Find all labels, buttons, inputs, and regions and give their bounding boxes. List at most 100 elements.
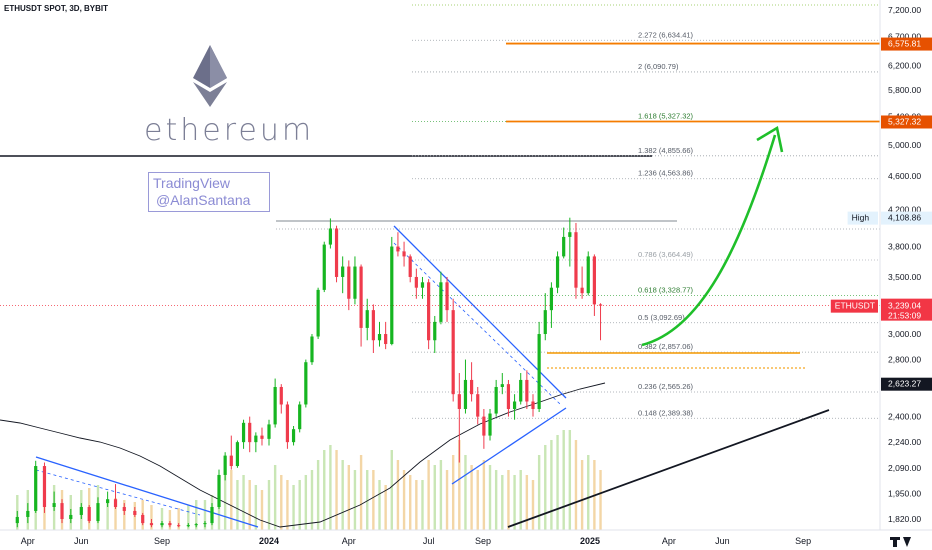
candle-body <box>476 394 480 417</box>
candle-body <box>390 246 394 345</box>
candle-body <box>194 524 198 526</box>
candle-body <box>433 321 437 341</box>
volume-bar <box>574 440 578 530</box>
eth-diamond-top-right <box>210 45 227 88</box>
candle-body <box>273 386 277 425</box>
volume-bar <box>242 475 245 530</box>
ascending-trendline <box>451 407 567 485</box>
candle-body <box>598 304 603 306</box>
candle-body <box>122 506 126 511</box>
volume-bar <box>439 460 443 530</box>
price-tick-label: 2,400.00 <box>888 412 921 422</box>
candle-body <box>113 499 118 507</box>
volume-bar <box>254 485 258 530</box>
countdown-timer: 21:53:09 <box>888 311 921 321</box>
volume-bar <box>335 450 338 530</box>
watermark-line2: @AlanSantana <box>156 192 251 208</box>
candle-body <box>34 466 38 511</box>
volume-bar <box>273 465 277 530</box>
volume-bar <box>323 450 326 530</box>
volume-bar <box>378 480 381 530</box>
eth-diamond-bottom <box>193 82 227 107</box>
volume-bar <box>160 508 164 530</box>
volume-bar <box>203 500 207 530</box>
volume-bar <box>470 465 473 530</box>
volume-bar <box>537 455 541 530</box>
volume-bar <box>177 508 180 530</box>
candle-body <box>549 287 554 311</box>
candle-body <box>87 506 91 522</box>
price-tick-label: 2,090.00 <box>888 463 921 473</box>
candle-body <box>562 236 566 257</box>
price-tick-label: 3,800.00 <box>888 242 921 252</box>
candle-body <box>377 334 382 341</box>
volume-bar <box>433 465 436 530</box>
volume-bar <box>372 470 375 530</box>
descending-trendline <box>393 225 567 399</box>
chart-symbol-title: ETHUSDT SPOT, 3D, BYBIT <box>4 4 109 13</box>
price-badge-tag: High <box>852 213 870 223</box>
candle-body <box>304 362 308 405</box>
projection-arrowhead <box>756 125 784 153</box>
candle-body <box>353 266 357 299</box>
candle-body <box>537 334 541 409</box>
candle-body <box>267 424 271 439</box>
candle-body <box>543 310 547 335</box>
candle-body <box>384 334 388 345</box>
volume-bar <box>168 510 172 530</box>
volume-bar <box>347 465 351 530</box>
price-tick-label: 5,000.00 <box>888 140 921 150</box>
volume-bar <box>359 455 363 530</box>
candle-body <box>285 404 290 443</box>
candle-body <box>26 510 30 517</box>
volume-bar <box>519 470 522 530</box>
price-badge-value: 2,623.27 <box>888 379 921 389</box>
time-tick-label: Apr <box>21 536 35 546</box>
price-badge: 5,327.32 <box>881 115 932 129</box>
volume-bar <box>531 480 535 530</box>
price-tick-label: 3,500.00 <box>888 272 921 282</box>
time-axis-bg <box>0 530 880 550</box>
candle-body <box>347 266 351 299</box>
price-badge: 6,575.81 <box>881 37 932 51</box>
volume-bar <box>123 500 126 530</box>
candle-body <box>494 386 498 414</box>
candle-body <box>439 282 443 322</box>
candle-body <box>574 232 578 288</box>
volume-bar <box>316 460 320 530</box>
volume-bar <box>260 490 264 530</box>
candle-body <box>254 435 258 443</box>
candle-body <box>203 523 207 525</box>
candle-body <box>482 416 486 436</box>
volume-bar <box>445 470 449 530</box>
time-tick-label: 2024 <box>259 536 279 546</box>
volume-bar <box>415 480 418 530</box>
candle-body <box>488 413 492 436</box>
candle-body <box>248 422 252 443</box>
candle-body <box>141 514 145 524</box>
time-tick-label: Apr <box>662 536 676 546</box>
blue-trendlines <box>35 225 567 528</box>
candle-body <box>60 503 64 519</box>
candle-body <box>15 516 19 524</box>
candle-body <box>445 282 449 311</box>
candle-body <box>328 228 332 245</box>
price-tick-label: 7,200.00 <box>888 5 921 15</box>
time-tick-label: Sep <box>475 536 491 546</box>
watermark-box: TradingView @AlanSantana <box>148 172 270 212</box>
volume-bar <box>390 450 393 530</box>
price-tick-label: 4,600.00 <box>888 171 921 181</box>
price-badge-value: 5,327.32 <box>888 116 921 126</box>
volume-bar <box>544 445 547 530</box>
volume-bar <box>396 460 400 530</box>
volume-bar <box>427 460 430 530</box>
volume-bar <box>421 480 424 530</box>
candle-body <box>298 404 302 430</box>
volume-bar <box>402 470 406 530</box>
fib-label: 0.5 (3,092.69) <box>638 313 685 322</box>
volume-bar <box>341 460 344 530</box>
volume-bar <box>187 505 190 530</box>
volume-bar <box>513 475 516 530</box>
